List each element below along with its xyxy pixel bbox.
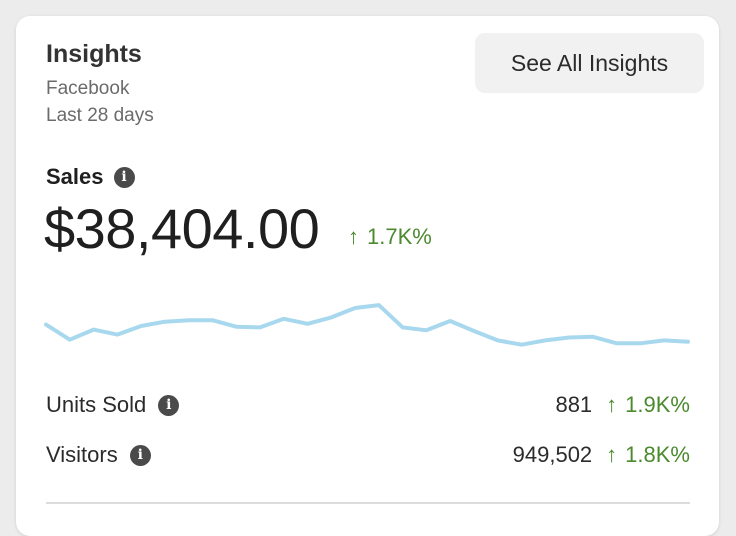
visitors-label: Visitors bbox=[46, 442, 118, 467]
sales-change: ↑ 1.7K% bbox=[348, 224, 432, 250]
insights-card: Insights Facebook Last 28 days See All I… bbox=[16, 16, 719, 536]
units-sold-change-value: 1.9K% bbox=[625, 392, 690, 417]
sales-value: $38,404.00 bbox=[44, 197, 320, 260]
sales-change-value: 1.7K% bbox=[367, 224, 432, 249]
sales-label: Sales bbox=[46, 164, 104, 189]
info-icon[interactable]: i bbox=[129, 444, 151, 466]
visitors-value: 949,502 bbox=[512, 442, 593, 467]
divider bbox=[46, 502, 690, 504]
platform-label: Facebook bbox=[46, 78, 130, 99]
visitors-change-value: 1.8K% bbox=[625, 442, 690, 467]
sparkline-line bbox=[44, 303, 690, 347]
metric-visitors: Visitors i 949,502 ↑ 1.8K% bbox=[46, 440, 690, 470]
units-sold-change: ↑ 1.9K% bbox=[606, 392, 690, 418]
see-all-insights-button[interactable]: See All Insights bbox=[475, 33, 704, 93]
sales-sparkline bbox=[44, 303, 690, 347]
sales-heading: Sales i bbox=[46, 164, 135, 190]
units-sold-label: Units Sold bbox=[46, 392, 147, 417]
card-title: Insights bbox=[46, 40, 142, 68]
arrow-up-icon: ↑ bbox=[348, 224, 359, 249]
metric-units-sold: Units Sold i 881 ↑ 1.9K% bbox=[46, 390, 690, 420]
visitors-change: ↑ 1.8K% bbox=[606, 442, 690, 468]
arrow-up-icon: ↑ bbox=[606, 392, 618, 417]
info-icon[interactable]: i bbox=[158, 394, 180, 416]
info-icon[interactable]: i bbox=[113, 166, 135, 188]
period-label: Last 28 days bbox=[46, 105, 154, 126]
arrow-up-icon: ↑ bbox=[606, 442, 618, 467]
units-sold-value: 881 bbox=[555, 392, 593, 417]
